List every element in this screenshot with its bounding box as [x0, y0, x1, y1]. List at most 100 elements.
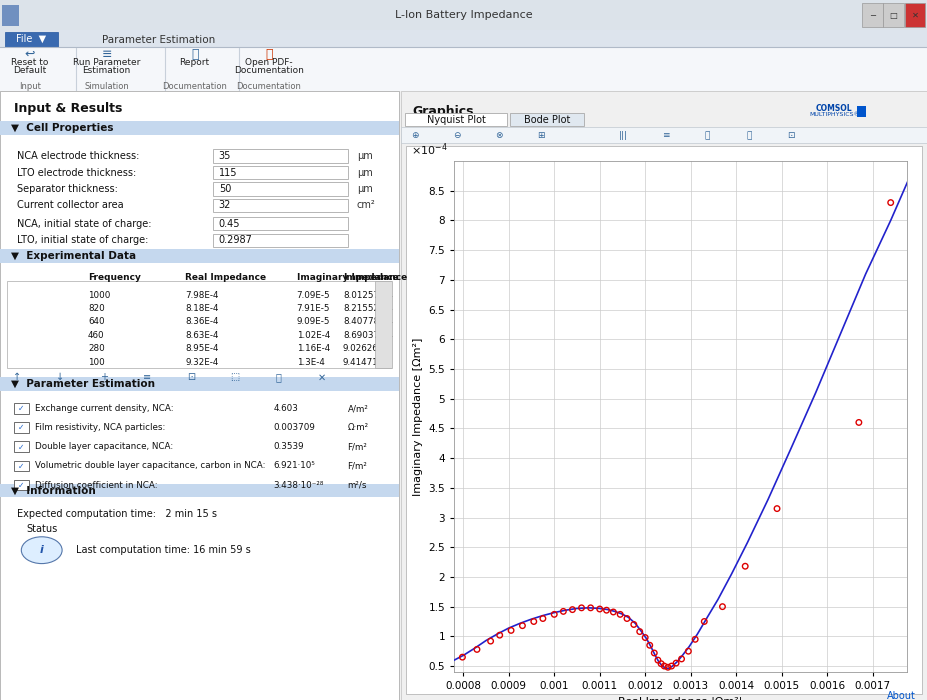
Text: 8.01257E-4: 8.01257E-4 — [343, 290, 393, 300]
Text: Imaginary Impedance: Imaginary Impedance — [297, 274, 407, 283]
Bar — [213, 199, 348, 212]
Point — [536, 613, 551, 624]
Text: 50: 50 — [219, 184, 231, 194]
Point — [697, 616, 712, 627]
Text: Film resistivity, NCA particles:: Film resistivity, NCA particles: — [35, 424, 166, 433]
Text: 9.09E-5: 9.09E-5 — [297, 317, 330, 326]
Text: MULTIPHYSICS®: MULTIPHYSICS® — [809, 112, 859, 118]
Text: μm: μm — [357, 151, 373, 161]
Text: 460: 460 — [88, 330, 105, 340]
Point — [647, 648, 662, 659]
Point — [852, 416, 867, 428]
Text: Simulation: Simulation — [84, 82, 129, 90]
Bar — [857, 106, 866, 117]
Text: 8.40778E-4: 8.40778E-4 — [343, 317, 393, 326]
Text: 1.16E-4: 1.16E-4 — [297, 344, 330, 353]
Point — [769, 503, 784, 514]
Text: Nyquist Plot: Nyquist Plot — [426, 115, 486, 125]
Text: Bode Plot: Bode Plot — [524, 115, 570, 125]
Text: Volumetric double layer capacitance, carbon in NCA:: Volumetric double layer capacitance, car… — [35, 461, 266, 470]
Text: cm²: cm² — [357, 200, 375, 211]
Bar — [0, 91, 399, 700]
Text: Reset to: Reset to — [11, 58, 48, 67]
Bar — [2, 4, 19, 26]
Text: 640: 640 — [88, 317, 105, 326]
Text: File  ▼: File ▼ — [17, 34, 46, 44]
Point — [883, 197, 898, 208]
Text: 1.02E-4: 1.02E-4 — [297, 330, 330, 340]
Point — [632, 626, 647, 637]
Text: 9.02626E-4: 9.02626E-4 — [343, 344, 393, 353]
Bar — [14, 422, 29, 433]
Text: ⊗: ⊗ — [495, 131, 502, 140]
Text: Status: Status — [26, 524, 57, 535]
Text: μm: μm — [357, 167, 373, 178]
Text: Input: Input — [19, 82, 41, 90]
Text: Documentation: Documentation — [234, 66, 304, 75]
Bar — [862, 3, 883, 27]
Y-axis label: Imaginary Impedance [Ωm²]: Imaginary Impedance [Ωm²] — [413, 337, 423, 496]
Point — [681, 645, 696, 657]
Text: 🗒: 🗒 — [191, 48, 198, 61]
Text: NCA, initial state of charge:: NCA, initial state of charge: — [17, 219, 151, 229]
Bar — [7, 281, 391, 368]
Text: ↩: ↩ — [24, 48, 35, 61]
Text: ▼  Parameter Estimation: ▼ Parameter Estimation — [11, 379, 155, 389]
Text: 115: 115 — [219, 167, 237, 178]
Bar — [406, 146, 922, 694]
Text: COMSOL: COMSOL — [816, 104, 853, 113]
Point — [583, 602, 598, 613]
Text: L-Ion Battery Impedance: L-Ion Battery Impedance — [395, 10, 532, 20]
Point — [606, 606, 621, 617]
Point — [503, 625, 518, 636]
Text: Default: Default — [13, 66, 46, 75]
Bar — [401, 127, 927, 144]
Text: 820: 820 — [88, 304, 105, 313]
Bar — [883, 3, 904, 27]
Point — [715, 601, 730, 612]
Text: 💾: 💾 — [746, 131, 752, 140]
Text: 7.91E-5: 7.91E-5 — [297, 304, 330, 313]
Point — [657, 661, 672, 672]
Text: ▼  Experimental Data: ▼ Experimental Data — [11, 251, 136, 261]
Point — [483, 636, 498, 647]
Point — [599, 605, 614, 616]
Point — [619, 613, 634, 624]
Text: ✓: ✓ — [19, 480, 24, 489]
Bar — [905, 3, 925, 27]
Bar — [213, 234, 348, 247]
Text: ≡: ≡ — [662, 131, 669, 140]
Point — [592, 603, 607, 615]
Text: ↓: ↓ — [57, 372, 64, 382]
Text: ⊕: ⊕ — [412, 131, 419, 140]
Text: 1000: 1000 — [88, 290, 110, 300]
Point — [688, 634, 703, 645]
Text: ⊡: ⊡ — [187, 372, 195, 382]
Text: 0.003709: 0.003709 — [273, 424, 315, 433]
Text: Diffusion coefficient in NCA:: Diffusion coefficient in NCA: — [35, 480, 158, 489]
Text: About: About — [887, 692, 916, 700]
Text: ⊖: ⊖ — [453, 131, 461, 140]
Text: 4.603: 4.603 — [273, 405, 298, 414]
Text: 📷: 📷 — [705, 131, 710, 140]
Text: 280: 280 — [88, 344, 105, 353]
Text: ↑: ↑ — [13, 372, 20, 382]
Text: $\times10^{-4}$: $\times10^{-4}$ — [412, 142, 448, 158]
Text: 8.36E-4: 8.36E-4 — [185, 317, 219, 326]
Text: Real Impedance: Real Impedance — [185, 274, 267, 283]
Point — [470, 644, 485, 655]
Text: Double layer capacitance, NCA:: Double layer capacitance, NCA: — [35, 442, 173, 452]
Bar — [213, 166, 348, 179]
Bar — [0, 377, 399, 391]
Text: Exchange current density, NCA:: Exchange current density, NCA: — [35, 405, 174, 414]
Point — [668, 657, 683, 668]
Point — [556, 606, 571, 617]
Text: Estimation: Estimation — [83, 66, 131, 75]
Text: Open PDF-: Open PDF- — [245, 58, 293, 67]
Point — [738, 561, 753, 572]
Bar — [375, 281, 392, 368]
Point — [492, 629, 507, 641]
Point — [574, 602, 589, 613]
Bar — [14, 461, 29, 471]
Point — [674, 653, 689, 664]
